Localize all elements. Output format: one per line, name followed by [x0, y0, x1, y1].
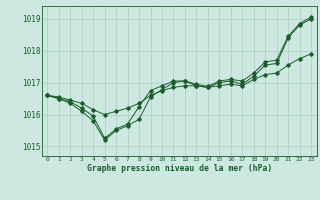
X-axis label: Graphe pression niveau de la mer (hPa): Graphe pression niveau de la mer (hPa) — [87, 164, 272, 173]
